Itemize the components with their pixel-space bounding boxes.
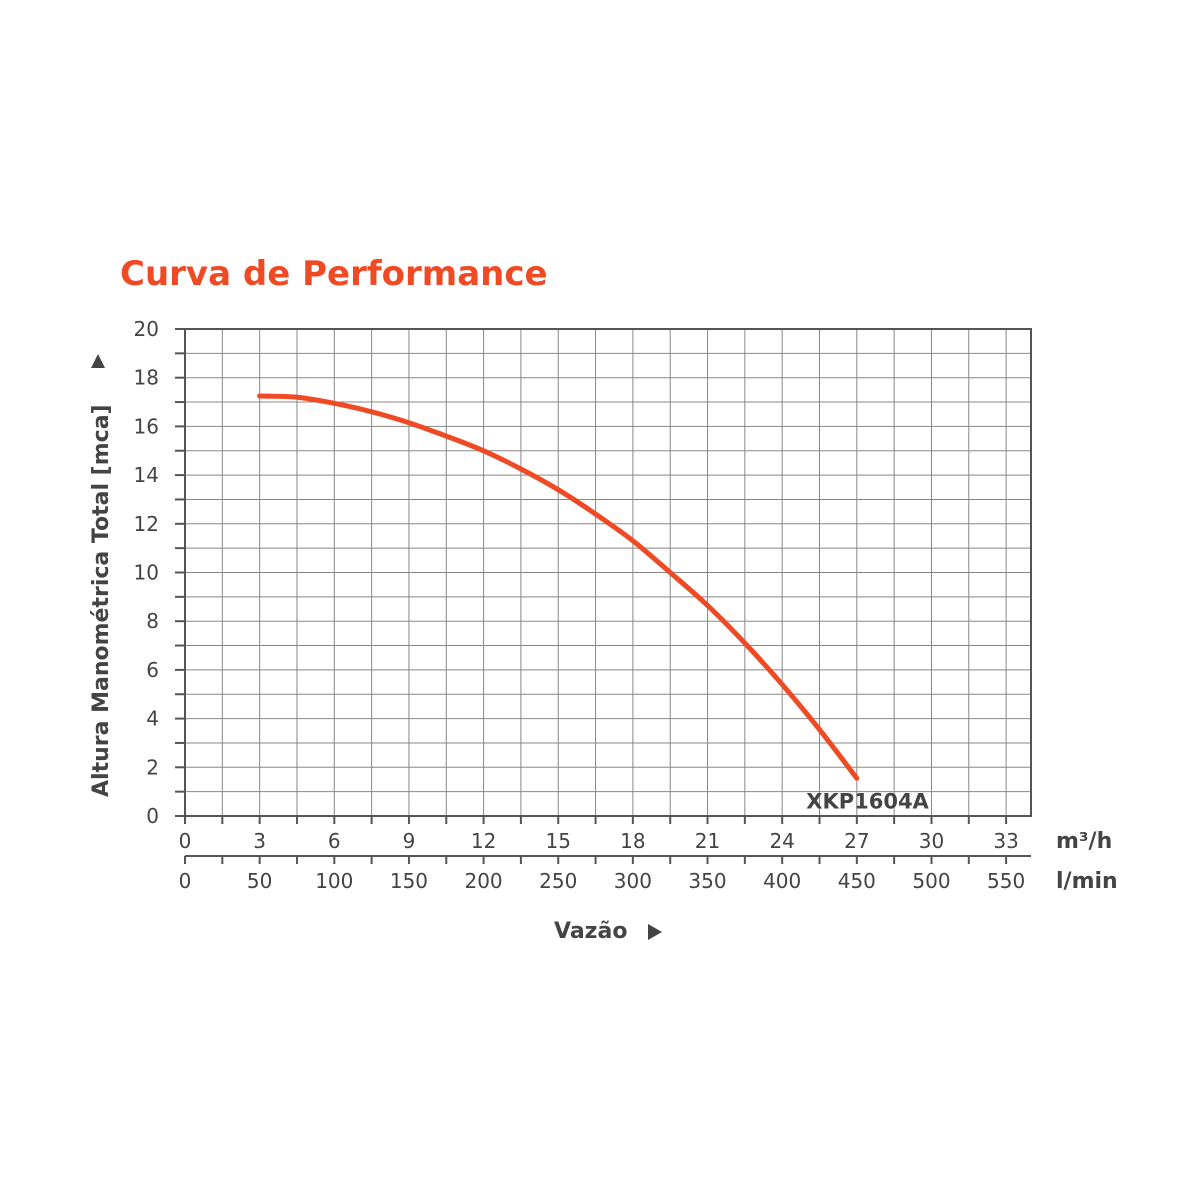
x-tick-label-secondary: 300 (614, 869, 652, 893)
x-tick-label-secondary: 350 (688, 869, 726, 893)
x-tick-label: 3 (253, 829, 266, 853)
x-tick-label-secondary: 100 (315, 869, 353, 893)
x-tick-label-secondary: 400 (763, 869, 801, 893)
x-tick-label: 18 (620, 829, 645, 853)
x-tick-label-secondary: 550 (987, 869, 1025, 893)
x-tick-label: 24 (769, 829, 794, 853)
x-tick-label-secondary: 50 (247, 869, 272, 893)
series-label: XKP1604A (806, 789, 929, 813)
chart-axes (175, 328, 1032, 864)
y-tick-label: 2 (146, 755, 159, 779)
y-axis-title: Altura Manométrica Total [mca] (89, 404, 114, 797)
x-tick-label-secondary: 0 (179, 869, 192, 893)
y-tick-label: 20 (134, 317, 159, 341)
x-axis-ticks-primary: 0 3 6 9 12 15 18 21 24 27 30 33 (179, 829, 1019, 853)
x-tick-label-secondary: 200 (464, 869, 502, 893)
series-layer: XKP1604A (257, 393, 930, 813)
y-tick-label: 4 (146, 707, 159, 731)
y-tick-label: 10 (134, 561, 159, 585)
x-tick-label: 27 (844, 829, 869, 853)
x-tick-label: 30 (919, 829, 944, 853)
x-tick-label-secondary: 150 (390, 869, 428, 893)
x-tick-label: 15 (546, 829, 571, 853)
y-tick-label: 16 (134, 414, 159, 438)
y-tick-label: 6 (146, 658, 159, 682)
y-tick-label: 18 (134, 366, 159, 390)
y-axis-arrow-icon (91, 354, 105, 368)
x-axis-title-group: Vazão (554, 919, 662, 944)
y-axis-title-group: Altura Manométrica Total [mca] (89, 404, 114, 797)
y-axis-ticks: 0 2 4 6 8 10 12 14 16 18 20 (134, 317, 159, 828)
x-tick-label-secondary: 500 (912, 869, 950, 893)
x-axis-arrow-icon (648, 924, 662, 940)
x-tick-label: 12 (471, 829, 496, 853)
x-tick-label: 0 (179, 829, 192, 853)
x-axis-title: Vazão (554, 919, 627, 944)
series-line (257, 393, 860, 781)
x-tick-label: 33 (993, 829, 1018, 853)
x-tick-label: 9 (403, 829, 416, 853)
y-tick-label: 8 (146, 609, 159, 633)
x-tick-label: 6 (328, 829, 341, 853)
x-tick-label-secondary: 450 (838, 869, 876, 893)
x-unit-primary-label: m³/h (1056, 829, 1112, 854)
y-tick-label: 0 (146, 804, 159, 828)
y-tick-label: 12 (134, 512, 159, 536)
x-unit-secondary-label: l/min (1056, 869, 1118, 894)
y-tick-label: 14 (134, 463, 159, 487)
x-tick-label-secondary: 250 (539, 869, 577, 893)
x-axis-ticks-secondary: 0 50 100 150 200 250 300 350 400 450 500 550 (179, 869, 1026, 893)
chart-grid (185, 329, 1031, 816)
x-tick-label: 21 (695, 829, 720, 853)
chart-title: Curva de Performance (120, 254, 548, 294)
